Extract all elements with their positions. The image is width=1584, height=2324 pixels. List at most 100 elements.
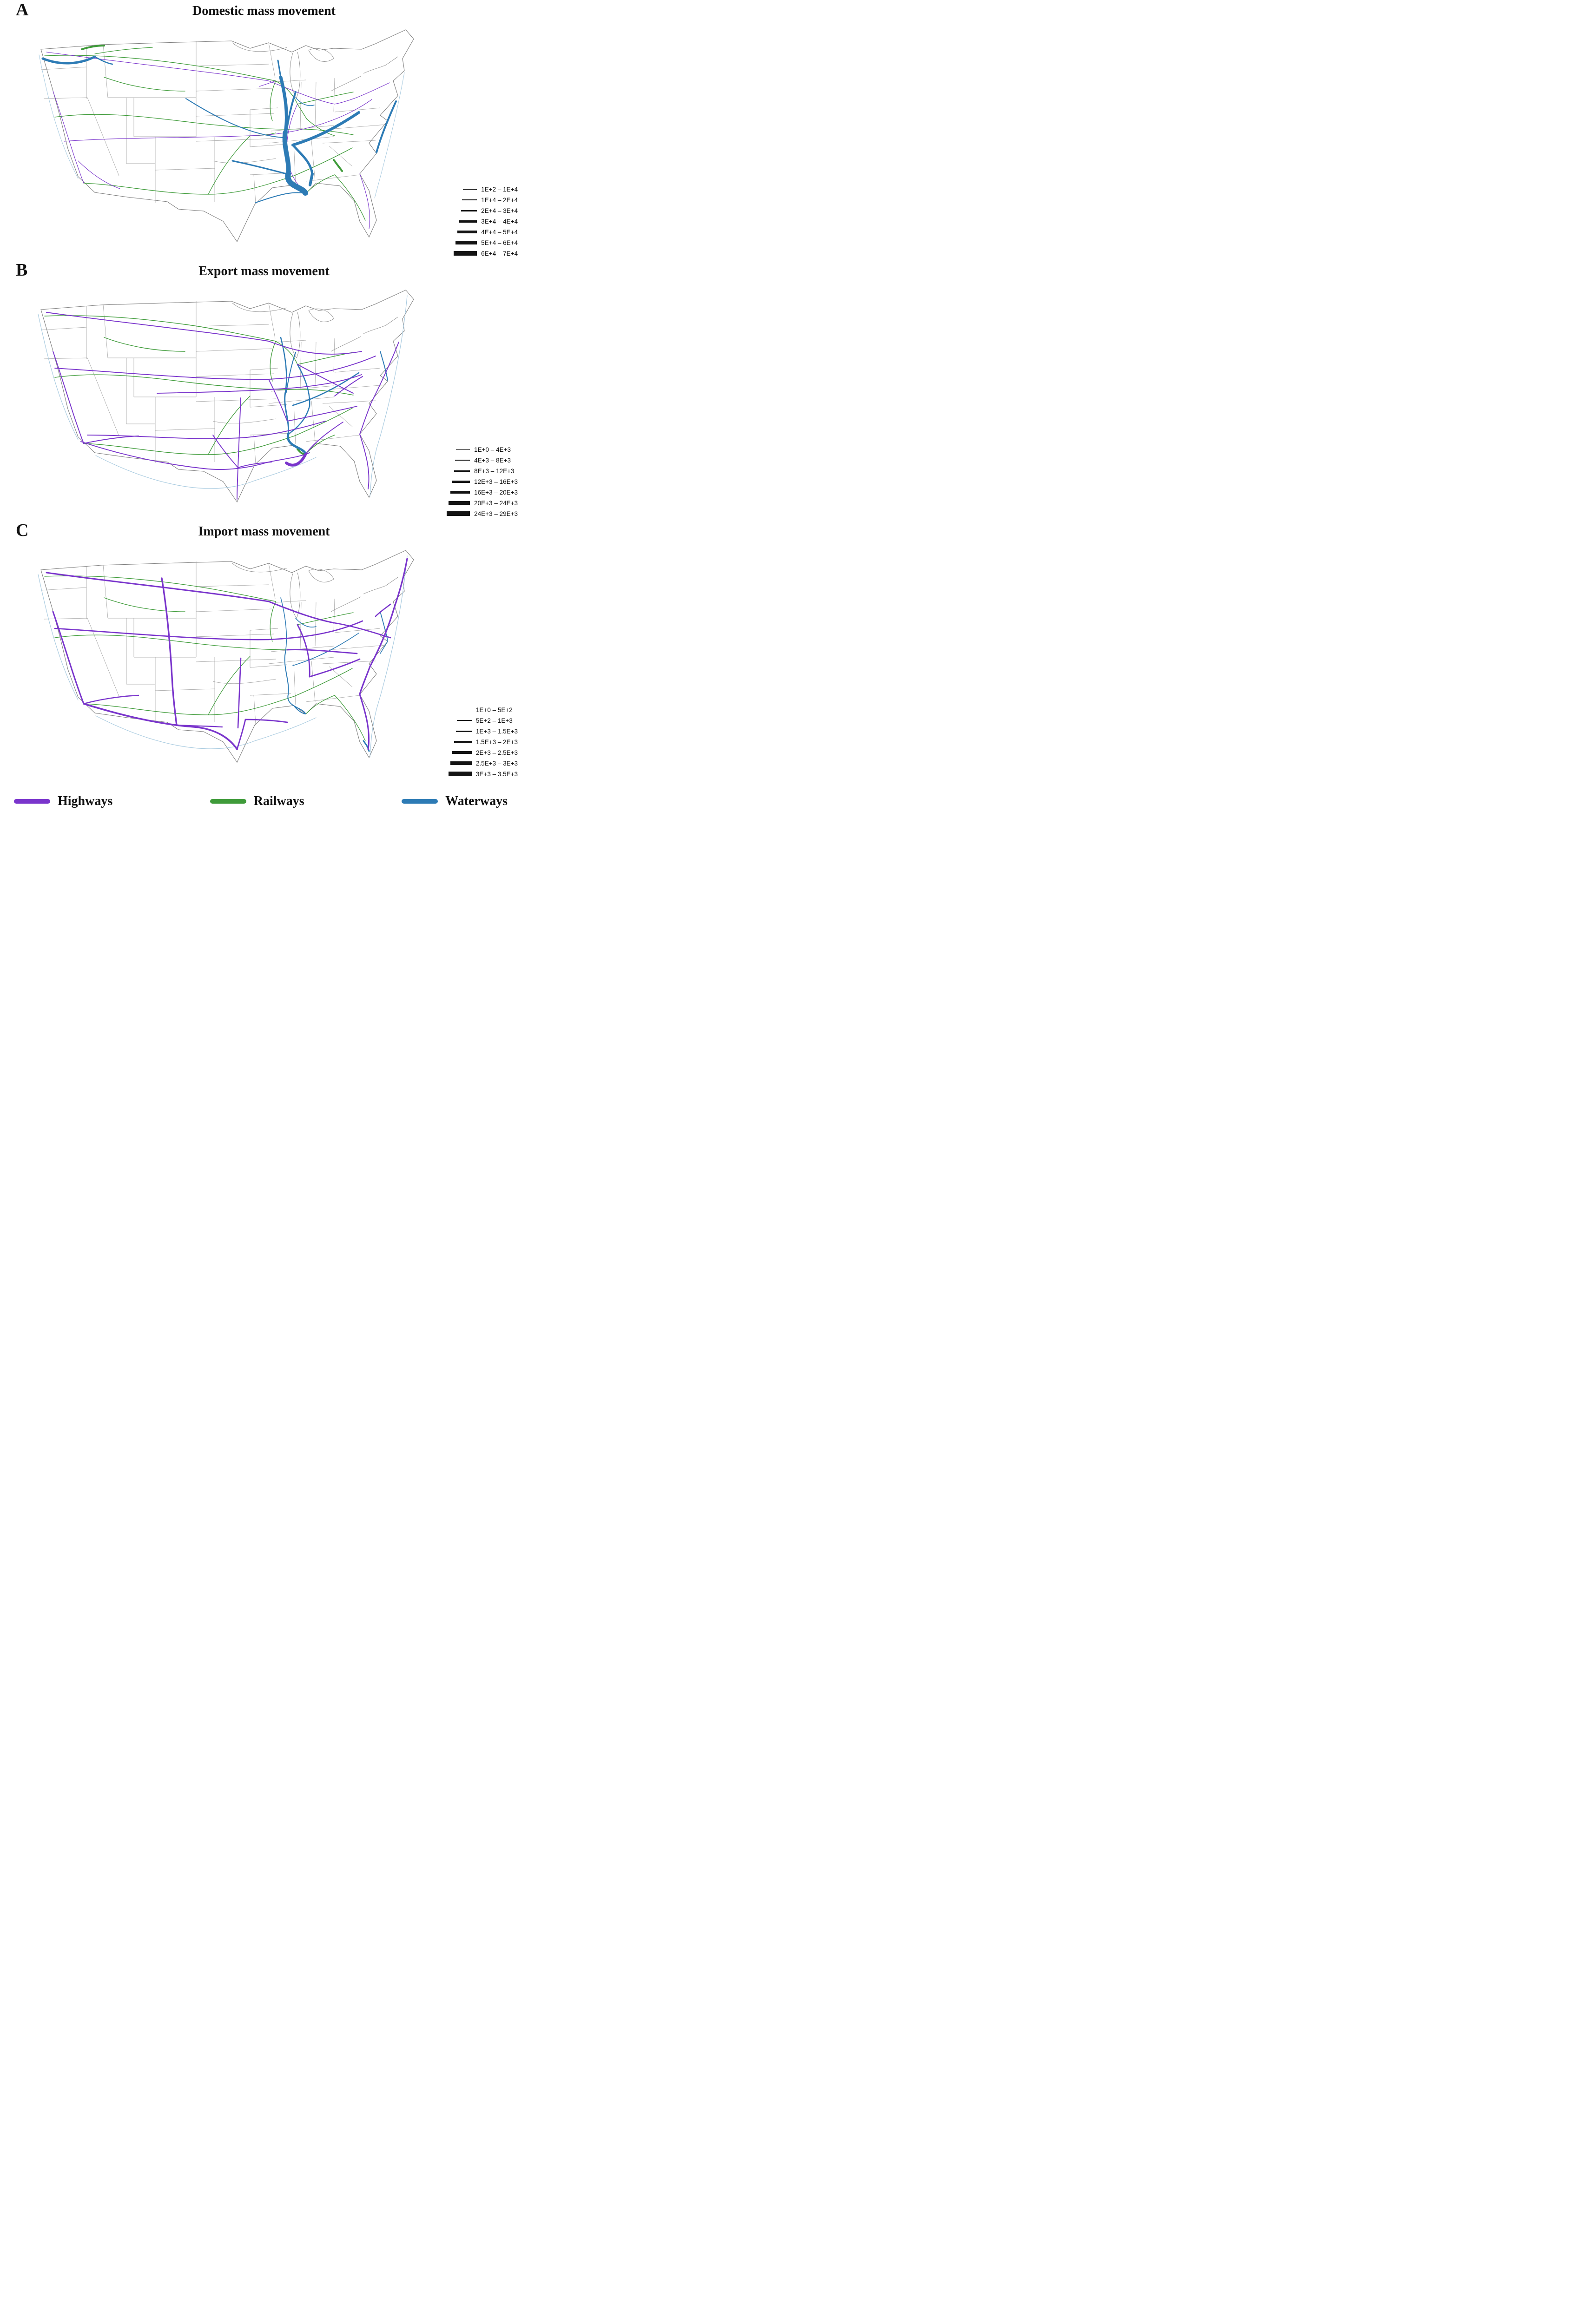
legend-line-wrap	[453, 251, 477, 256]
legend-line-swatch	[454, 251, 477, 256]
panel-letter-c: C	[16, 521, 29, 540]
coastal-waterway-lines	[38, 555, 408, 757]
mode-item-railways: Railways	[210, 794, 304, 809]
legend-row: 2.5E+3 – 3E+3	[448, 759, 518, 767]
legend-line-wrap	[448, 761, 472, 765]
mode-legend: Highways Railways Waterways	[0, 781, 528, 825]
legend-line-wrap	[453, 241, 477, 244]
legend-line-swatch	[449, 501, 470, 505]
legend-row: 16E+3 – 20E+3	[446, 488, 518, 496]
legend-label: 3E+4 – 4E+4	[481, 218, 518, 225]
legend-label: 1E+4 – 2E+4	[481, 196, 518, 204]
map-usa-export	[38, 290, 414, 502]
legend-line-swatch	[462, 199, 477, 200]
legend-line-swatch	[452, 480, 470, 483]
highways-label: Highways	[58, 794, 113, 808]
legend-label: 4E+3 – 8E+3	[474, 456, 511, 464]
legend-line-swatch	[454, 470, 470, 472]
legend-line-swatch	[452, 751, 472, 754]
highways-line-swatch	[14, 799, 50, 804]
mode-item-waterways: Waterways	[402, 794, 508, 809]
railway-network	[44, 45, 366, 221]
legend-label: 1.5E+3 – 2E+3	[475, 738, 518, 746]
legend-line-swatch	[459, 220, 477, 223]
waterways-line-swatch	[402, 799, 438, 804]
legend-line-wrap	[446, 501, 470, 505]
legend-row: 1E+0 – 5E+2	[448, 706, 518, 714]
legend-row: 1E+3 – 1.5E+3	[448, 727, 518, 735]
base-map	[40, 290, 414, 502]
legend-row: 2E+3 – 2.5E+3	[448, 748, 518, 757]
panel-title-export: Export mass movement	[198, 264, 330, 278]
legend-label: 4E+4 – 5E+4	[481, 228, 518, 236]
legend-line-wrap	[446, 470, 470, 472]
legend-line-wrap	[453, 231, 477, 233]
legend-row: 4E+4 – 5E+4	[453, 228, 518, 236]
legend-line-wrap	[453, 220, 477, 223]
legend-row: 3E+4 – 4E+4	[453, 217, 518, 225]
legend-label: 8E+3 – 12E+3	[474, 467, 515, 475]
legend-row: 6E+4 – 7E+4	[453, 249, 518, 257]
waterways-label: Waterways	[445, 794, 508, 808]
panel-header: A Domestic mass movement	[0, 0, 528, 21]
waterway-network	[41, 55, 397, 203]
figure-mass-movement: A Domestic mass movement	[0, 0, 528, 825]
legend-line-wrap	[446, 491, 470, 494]
legend-row: 1E+4 – 2E+4	[453, 196, 518, 204]
panel-header: B Export mass movement	[0, 260, 528, 282]
panel-letter-a: A	[16, 0, 29, 20]
legend-line-wrap	[446, 460, 470, 461]
legend-row: 2E+4 – 3E+4	[453, 206, 518, 215]
legend-row: 1E+2 – 1E+4	[453, 185, 518, 193]
legend-line-swatch	[450, 491, 470, 494]
legend-line-swatch	[455, 460, 470, 461]
legend-label: 2.5E+3 – 3E+3	[475, 759, 518, 767]
railway-network	[44, 575, 366, 741]
legend-line-wrap	[448, 740, 472, 743]
legend-label: 1E+2 – 1E+4	[481, 185, 518, 193]
highway-network	[46, 52, 390, 229]
legend-label: 16E+3 – 20E+3	[474, 489, 518, 496]
legend-row: 1E+0 – 4E+3	[446, 445, 518, 454]
legend-row: 3E+3 – 3.5E+3	[448, 770, 518, 778]
panel-title-import: Import mass movement	[198, 524, 330, 539]
map-usa-domestic	[39, 29, 414, 242]
base-map	[40, 550, 414, 763]
panel-header: C Import mass movement	[0, 521, 528, 542]
legend-row: 12E+3 – 16E+3	[446, 477, 518, 486]
highway-network	[46, 558, 408, 750]
legend-line-wrap	[446, 480, 470, 483]
railway-network	[44, 315, 354, 456]
legend-line-wrap	[453, 189, 477, 190]
legend-row: 20E+3 – 24E+3	[446, 499, 518, 507]
legend-label: 5E+4 – 6E+4	[481, 239, 518, 246]
legend-line-wrap	[448, 751, 472, 754]
legend-line-swatch	[456, 449, 470, 450]
railways-label: Railways	[253, 794, 304, 808]
legend-label: 3E+3 – 3.5E+3	[475, 770, 518, 778]
legend-label: 20E+3 – 24E+3	[474, 499, 518, 507]
flow-legend-domestic: 1E+2 – 1E+4 1E+4 – 2E+4 2E+4 – 3E+4 3E+4…	[453, 185, 518, 257]
legend-line-swatch	[461, 210, 477, 211]
legend-row: 5E+4 – 6E+4	[453, 238, 518, 247]
legend-row: 5E+2 – 1E+3	[448, 716, 518, 725]
legend-label: 1E+0 – 4E+3	[474, 446, 511, 453]
legend-line-swatch	[450, 761, 472, 765]
legend-line-wrap	[448, 720, 472, 721]
base-map	[40, 29, 414, 242]
legend-line-swatch	[454, 740, 472, 743]
legend-line-swatch	[457, 231, 477, 233]
legend-label: 24E+3 – 29E+3	[474, 510, 518, 517]
panel-domestic: A Domestic mass movement	[0, 0, 528, 260]
flow-legend-import: 1E+0 – 5E+2 5E+2 – 1E+3 1E+3 – 1.5E+3 1.…	[448, 706, 518, 778]
mode-item-highways: Highways	[14, 794, 112, 809]
legend-label: 2E+3 – 2.5E+3	[475, 749, 518, 756]
legend-label: 6E+4 – 7E+4	[481, 250, 518, 257]
highway-network	[46, 312, 399, 500]
map-usa-import	[38, 550, 414, 763]
legend-row: 4E+3 – 8E+3	[446, 456, 518, 464]
legend-label: 12E+3 – 16E+3	[474, 478, 518, 485]
legend-line-wrap	[453, 199, 477, 200]
waterway-network	[280, 597, 388, 752]
panel-import: C Import mass movement	[0, 521, 528, 781]
